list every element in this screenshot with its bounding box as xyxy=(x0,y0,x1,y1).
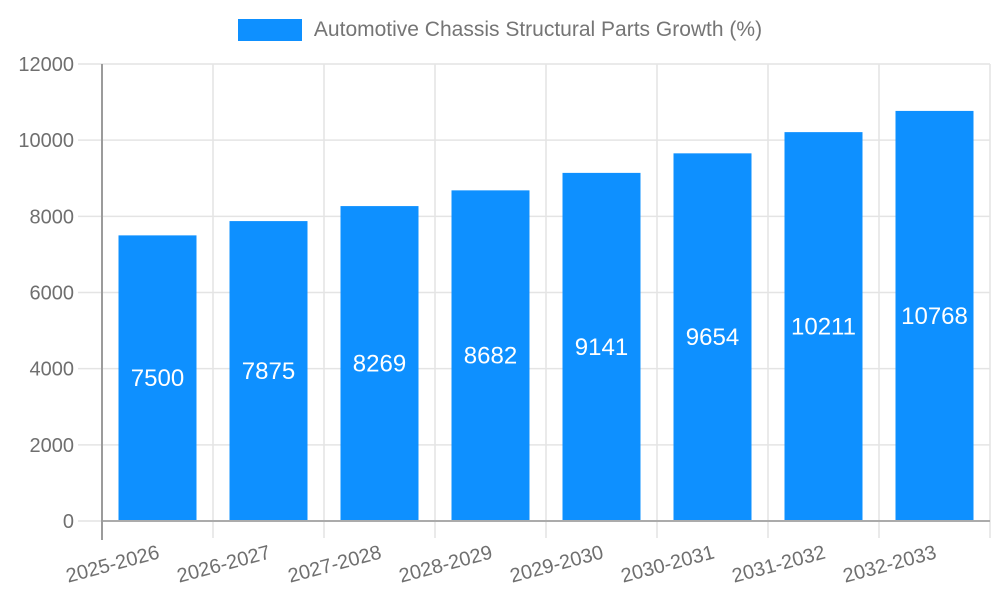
bar-value-label: 8682 xyxy=(464,343,517,370)
chart-title: Automotive Chassis Structural Parts Grow… xyxy=(313,18,763,41)
bar-2030-2031[interactable] xyxy=(673,153,752,521)
bar-2026-2027[interactable] xyxy=(229,221,308,521)
bar-value-label: 8269 xyxy=(353,351,406,378)
bar-2027-2028[interactable] xyxy=(340,206,419,521)
x-tick-label: 2025-2026 xyxy=(64,542,162,588)
legend-item[interactable]: Automotive Chassis Structural Parts Grow… xyxy=(0,17,1000,43)
y-tick-label: 0 xyxy=(63,511,74,533)
bar-2029-2030[interactable] xyxy=(562,172,641,521)
y-tick-label: 8000 xyxy=(30,206,75,228)
bar-value-label: 9654 xyxy=(686,324,739,351)
bar-value-label: 7875 xyxy=(242,358,295,385)
y-tick-label: 10000 xyxy=(18,130,74,152)
legend-swatch-icon xyxy=(237,19,302,41)
bar-2028-2029[interactable] xyxy=(451,190,530,521)
bar-value-label: 10768 xyxy=(901,303,968,330)
x-tick-label: 2029-2030 xyxy=(508,542,606,588)
y-tick-label: 6000 xyxy=(30,283,75,305)
bar-value-label: 9141 xyxy=(575,334,628,361)
y-tick-label: 12000 xyxy=(18,54,74,76)
y-tick-label: 2000 xyxy=(30,435,75,457)
x-tick-label: 2032-2033 xyxy=(841,542,939,588)
y-tick-label: 4000 xyxy=(30,359,75,381)
x-tick-label: 2026-2027 xyxy=(175,542,273,588)
x-tick-label: 2030-2031 xyxy=(619,542,717,588)
x-tick-label: 2027-2028 xyxy=(286,542,384,588)
bar-2031-2032[interactable] xyxy=(784,132,863,521)
bar-value-label: 10211 xyxy=(791,314,856,341)
x-tick-label: 2031-2032 xyxy=(730,542,828,588)
bar-2032-2033[interactable] xyxy=(895,110,974,521)
bar-value-label: 7500 xyxy=(131,365,184,392)
bar-2025-2026[interactable] xyxy=(118,235,197,521)
x-tick-label: 2028-2029 xyxy=(397,542,495,588)
